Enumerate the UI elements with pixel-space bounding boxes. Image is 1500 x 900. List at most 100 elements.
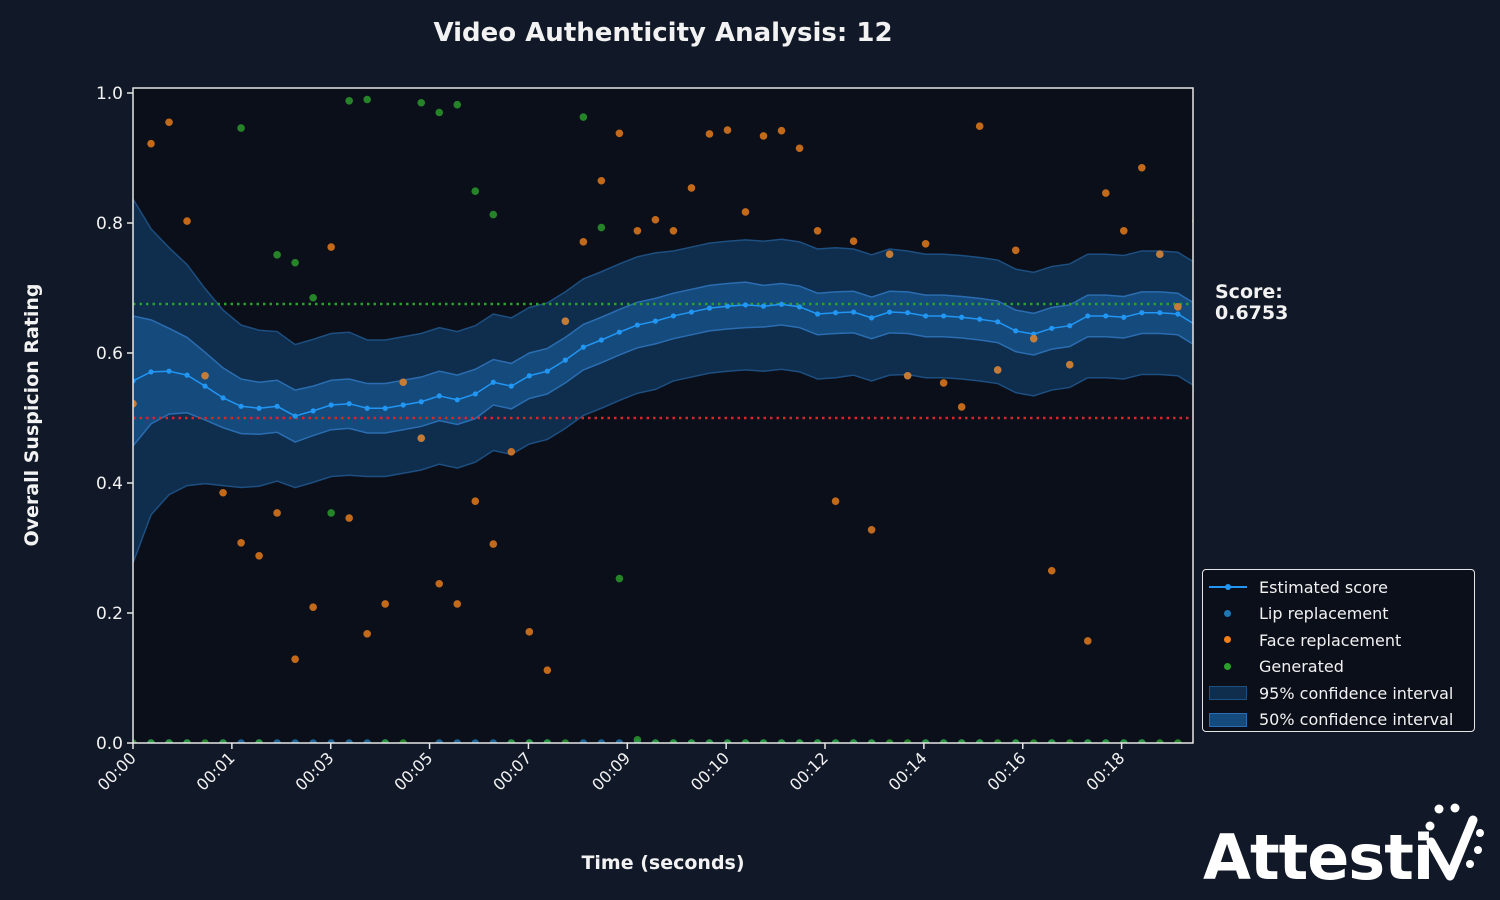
lip-replacement-point xyxy=(579,739,588,743)
estimated-score-point xyxy=(1121,314,1127,320)
ci50-band xyxy=(133,281,1193,448)
estimated-score-point xyxy=(941,313,947,319)
face-replacement-point xyxy=(147,139,155,148)
estimated-score-point xyxy=(868,315,875,321)
face-replacement-point xyxy=(723,126,732,134)
face-replacement-point xyxy=(1174,303,1182,311)
generated-point xyxy=(183,739,191,743)
estimated-score-point xyxy=(202,383,208,389)
face-replacement-point xyxy=(1138,163,1146,172)
generated-point xyxy=(273,251,281,259)
dot-marker-icon xyxy=(1209,660,1247,674)
face-replacement-point xyxy=(939,379,948,387)
lip-replacement-point xyxy=(345,739,353,743)
generated-point xyxy=(507,739,516,743)
estimated-score-point xyxy=(652,318,659,324)
legend-label: Generated xyxy=(1259,657,1344,677)
estimated-score-point xyxy=(238,403,244,409)
lip-replacement-point xyxy=(291,739,299,743)
estimated-score-point xyxy=(616,329,622,335)
generated-point xyxy=(939,739,948,743)
lip-replacement-point xyxy=(309,739,317,743)
generated-point xyxy=(1047,739,1056,743)
generated-point xyxy=(1011,739,1020,743)
legend-item-generated: Generated xyxy=(1209,654,1468,681)
face-replacement-point xyxy=(471,497,480,506)
confidence-bands xyxy=(133,197,1193,564)
face-replacement-point xyxy=(525,628,534,636)
estimated-score-point xyxy=(887,309,893,315)
estimated-score-point xyxy=(1049,325,1055,331)
x-tick-label: 00:07 xyxy=(489,748,535,794)
patch-icon xyxy=(1209,686,1247,701)
estimated-score-point xyxy=(724,303,731,309)
generated-point xyxy=(867,739,876,743)
generated-point xyxy=(561,739,570,743)
face-replacement-point xyxy=(975,122,984,130)
estimated-score-point xyxy=(346,401,352,407)
generated-point xyxy=(453,100,462,109)
generated-point xyxy=(471,187,480,195)
estimated-score-path xyxy=(133,303,1193,417)
generated-point xyxy=(903,739,912,743)
lip-replacement-point xyxy=(327,739,335,743)
lip-replacement-point xyxy=(453,739,462,743)
face-replacement-point xyxy=(417,434,426,442)
legend-label: 95% confidence interval xyxy=(1259,683,1454,703)
generated-point xyxy=(543,739,552,743)
legend-label: Lip replacement xyxy=(1259,604,1389,624)
legend-item-face-replacement: Face replacement xyxy=(1209,627,1468,654)
face-replacement-point xyxy=(993,366,1002,374)
estimated-score-point xyxy=(220,395,226,401)
face-replacement-point xyxy=(1101,189,1110,197)
face-replacement-point xyxy=(507,448,516,456)
generated-point xyxy=(993,739,1002,743)
generated-point xyxy=(651,739,660,743)
estimated-score-point xyxy=(742,302,749,308)
legend-item-lip-replacement: Lip replacement xyxy=(1209,601,1468,628)
face-replacement-point xyxy=(453,600,462,608)
estimated-score-point xyxy=(364,405,370,411)
lip-replacement-point xyxy=(471,739,480,743)
estimated-score-point xyxy=(418,399,424,405)
generated-point xyxy=(597,223,606,232)
generated-point xyxy=(291,258,299,267)
generated-point xyxy=(1119,739,1128,743)
generated-point xyxy=(237,124,245,132)
y-tick-label: 0.2 xyxy=(96,604,123,624)
x-tick-label: 00:16 xyxy=(984,748,1030,794)
estimated-score-point xyxy=(670,313,677,319)
y-tick-label: 0.6 xyxy=(96,344,123,364)
estimated-score-point xyxy=(508,383,514,389)
generated-point xyxy=(327,509,335,517)
generated-point xyxy=(669,739,678,743)
x-tick-label: 00:09 xyxy=(588,748,634,794)
estimated-score-point xyxy=(832,310,839,316)
generated-point xyxy=(957,739,966,743)
x-tick-label: 00:03 xyxy=(292,748,338,794)
line-marker-icon xyxy=(1209,580,1247,594)
estimated-score-point xyxy=(959,314,965,320)
lip-replacement-point xyxy=(615,739,624,743)
face-replacement-point xyxy=(561,317,570,325)
reference-lines xyxy=(133,302,1193,420)
generated-point xyxy=(615,574,624,583)
generated-point xyxy=(741,739,750,743)
dot-marker-icon xyxy=(1209,633,1247,647)
generated-point xyxy=(1101,739,1110,743)
generated-point xyxy=(345,97,353,105)
estimated-score-point xyxy=(814,311,821,317)
generated-point xyxy=(579,113,588,121)
face-replacement-point xyxy=(867,526,876,534)
estimated-score-point xyxy=(1193,322,1198,327)
y-tick-label: 0.0 xyxy=(96,734,123,754)
face-replacement-point xyxy=(1156,250,1164,258)
x-tick-label: 00:18 xyxy=(1082,748,1128,794)
estimated-score-point xyxy=(598,337,604,343)
generated-point xyxy=(885,739,894,743)
legend: Estimated score Lip replacement Face rep… xyxy=(1202,569,1475,732)
face-replacement-point xyxy=(183,217,191,225)
face-replacement-point xyxy=(885,250,894,258)
estimated-score-point xyxy=(562,357,568,363)
generated-point xyxy=(1138,739,1146,743)
